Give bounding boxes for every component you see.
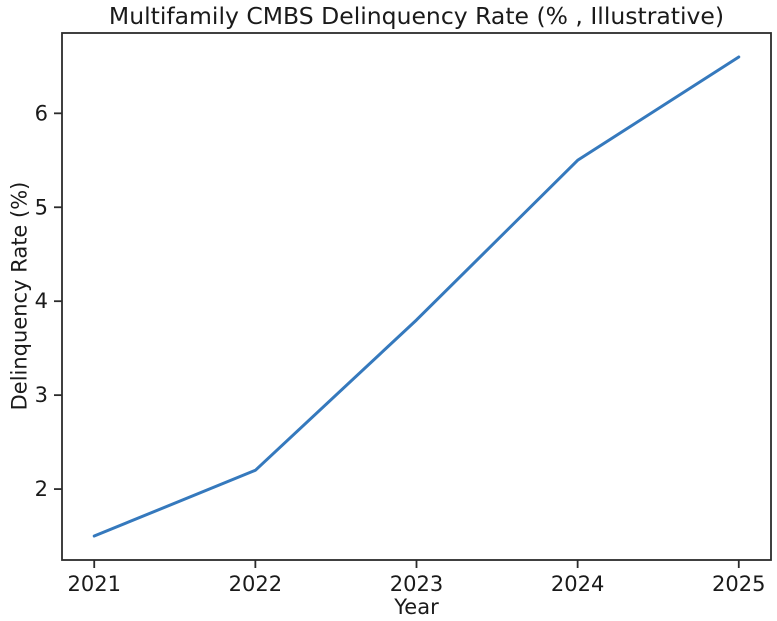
y-tick-label: 5 xyxy=(35,195,48,219)
chart-title: Multifamily CMBS Delinquency Rate (% , I… xyxy=(108,2,725,30)
y-tick-label: 6 xyxy=(35,101,48,125)
x-tick-label: 2025 xyxy=(712,572,765,596)
x-tick-label: 2022 xyxy=(229,572,282,596)
plot-border xyxy=(61,32,772,561)
x-tick-label: 2024 xyxy=(551,572,604,596)
y-tick-label: 2 xyxy=(35,477,48,501)
y-tick-label: 3 xyxy=(35,383,48,407)
x-tick-label: 2021 xyxy=(68,572,121,596)
x-axis-label: Year xyxy=(394,595,439,619)
delinquency-rate-line xyxy=(92,55,741,538)
y-tick-label: 4 xyxy=(35,289,48,313)
y-axis-label: Delinquency Rate (%) xyxy=(7,181,32,411)
x-tick-label: 2023 xyxy=(390,572,443,596)
